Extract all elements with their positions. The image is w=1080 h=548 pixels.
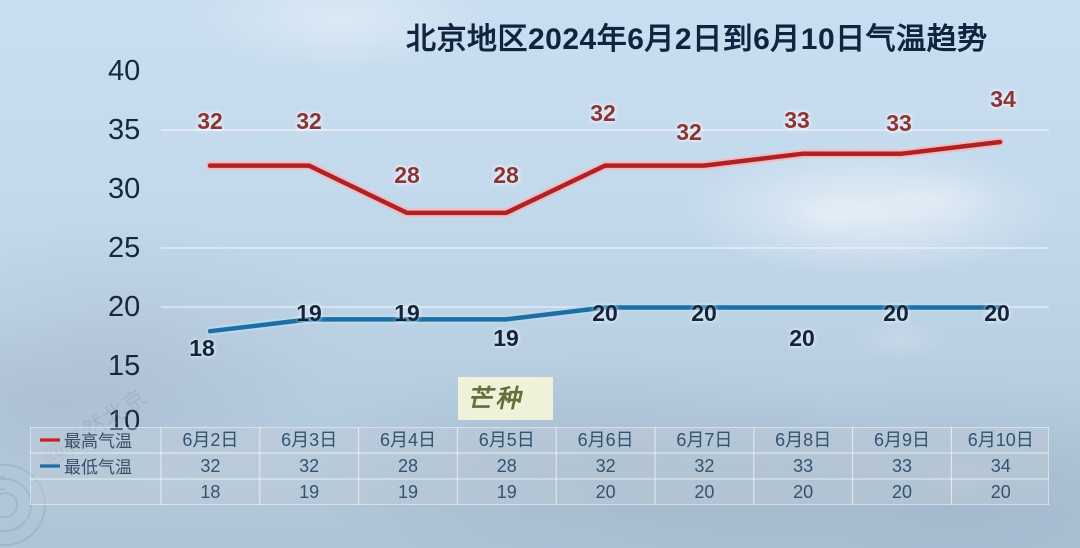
svg-text:芒种: 芒种: [466, 385, 528, 413]
